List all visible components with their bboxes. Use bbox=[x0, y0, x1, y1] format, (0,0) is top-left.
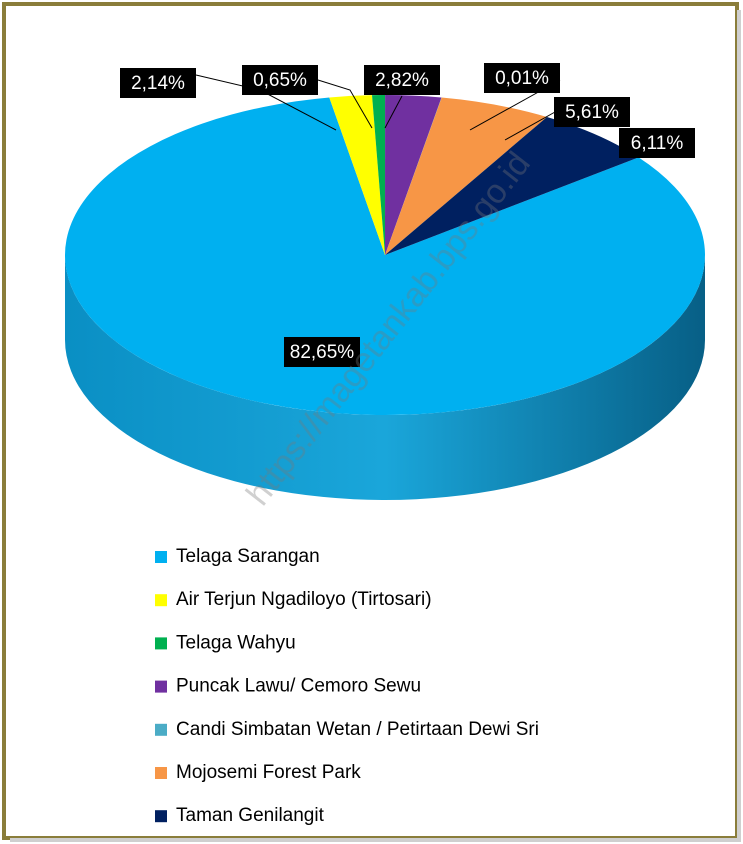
label-box bbox=[554, 97, 630, 127]
leader-line bbox=[504, 111, 556, 141]
plot: 82,65% 2,14% 0,65% 2,82% 0,01% 5,61% 6,11% Tela… bbox=[65, 63, 706, 826]
legend-swatch bbox=[155, 680, 167, 693]
legend-label: Puncak Lawu/ Cemoro Sewu bbox=[176, 676, 421, 697]
legend-swatch bbox=[155, 551, 167, 563]
data-label: 0,65% bbox=[253, 70, 307, 91]
legend-swatch bbox=[155, 767, 167, 779]
label-box bbox=[619, 128, 695, 158]
label-box bbox=[284, 337, 360, 367]
legend-label: Mojosemi Forest Park bbox=[176, 762, 361, 783]
legend-label: Telaga Sarangan bbox=[176, 546, 320, 567]
legend-label: Telaga Wahyu bbox=[176, 632, 296, 653]
frame-shadow bbox=[10, 838, 741, 842]
label-box bbox=[120, 68, 196, 98]
label-box bbox=[242, 65, 318, 95]
pie-slice bbox=[385, 117, 639, 255]
legend-label: Taman Genilangit bbox=[176, 805, 325, 826]
legend-swatch bbox=[155, 594, 167, 607]
pie-slice bbox=[65, 97, 706, 416]
pie-slice bbox=[329, 95, 385, 255]
label-box bbox=[484, 63, 560, 93]
pie-slice bbox=[385, 97, 547, 255]
data-label: 82,65% bbox=[290, 342, 355, 363]
data-label: 2,82% bbox=[375, 70, 429, 91]
leader-line bbox=[384, 95, 403, 129]
data-label: 5,61% bbox=[565, 102, 619, 123]
pie-slice bbox=[385, 95, 442, 256]
legend-label: Candi Simbatan Wetan / Petirtaan Dewi Sr… bbox=[176, 719, 539, 740]
label-box bbox=[364, 65, 440, 95]
legend-label: Air Terjun Ngadiloyo (Tirtosari) bbox=[176, 589, 432, 610]
frame-shadow bbox=[737, 10, 741, 840]
pie-slice bbox=[385, 97, 442, 256]
pie-side bbox=[65, 255, 705, 500]
legend-swatch bbox=[155, 723, 167, 736]
data-label: 0,01% bbox=[495, 68, 549, 89]
legend-swatch bbox=[155, 637, 167, 650]
legend-swatch bbox=[155, 810, 167, 823]
leader-line bbox=[317, 79, 373, 129]
data-label: 2,14% bbox=[131, 73, 185, 94]
data-label: 6,11% bbox=[631, 133, 684, 154]
pie-slice bbox=[372, 95, 386, 256]
